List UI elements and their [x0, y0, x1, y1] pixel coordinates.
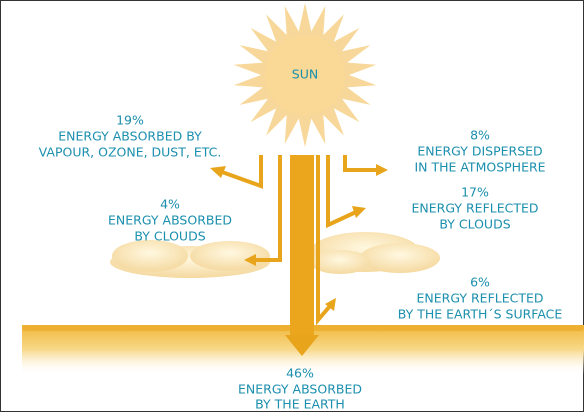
description: ENERGY REFLECTED: [416, 291, 543, 306]
description: ENERGY REFLECTED: [411, 201, 538, 216]
description: IN THE ATMOSPHERE: [414, 160, 545, 175]
description: ENERGY DISPERSED: [417, 144, 542, 159]
percent: 46%: [286, 366, 314, 381]
description: BY CLOUDS: [439, 217, 510, 232]
cloud-right: [310, 232, 440, 274]
sun-label: SUN: [292, 67, 318, 82]
label-reflected-surface: 6% ENERGY REFLECTED BY THE EARTH´S SURFA…: [398, 275, 563, 322]
description: ENERGY ABSORBED: [238, 382, 362, 397]
percent: 19%: [116, 113, 144, 128]
label-absorbed-clouds: 4% ENERGY ABSORBED BY CLOUDS: [108, 197, 232, 244]
percent: 8%: [470, 128, 490, 143]
percent: 6%: [470, 275, 490, 290]
label-dispersed: 8% ENERGY DISPERSED IN THE ATMOSPHERE: [414, 128, 545, 175]
page: SUN 19% ENERGY ABSORBED BY VAPOUR, OZONE…: [0, 0, 584, 412]
description: ENERGY ABSORBED BY: [58, 129, 202, 144]
label-reflected-clouds: 17% ENERGY REFLECTED BY CLOUDS: [411, 185, 538, 232]
diagram: SUN 19% ENERGY ABSORBED BY VAPOUR, OZONE…: [0, 0, 584, 412]
description: VAPOUR, OZONE, DUST, ETC.: [39, 145, 222, 160]
percent: 4%: [160, 197, 180, 212]
percent: 17%: [461, 185, 489, 200]
description: BY CLOUDS: [134, 229, 205, 244]
label-absorbed-atmosphere: 19% ENERGY ABSORBED BY VAPOUR, OZONE, DU…: [39, 113, 222, 160]
description: BY THE EARTH´S SURFACE: [398, 307, 563, 322]
description: BY THE EARTH: [255, 397, 345, 412]
description: ENERGY ABSORBED: [108, 213, 232, 228]
